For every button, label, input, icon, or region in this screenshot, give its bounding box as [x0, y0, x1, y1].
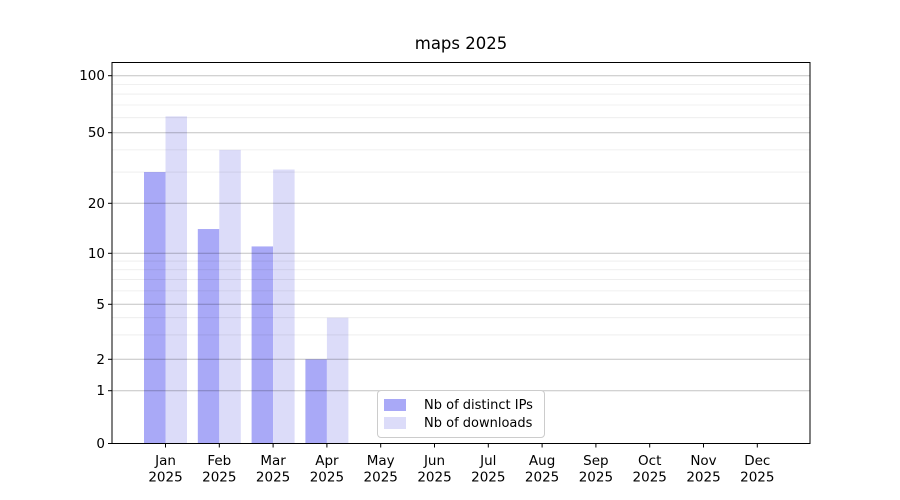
y-tick-label-50: 50 [88, 125, 105, 141]
x-tick-year-jan: 2025 [148, 470, 182, 486]
bar-downloads-jan [165, 116, 187, 444]
x-tick-label-jan: Jan [154, 453, 176, 469]
x-tick-year-feb: 2025 [202, 470, 236, 486]
minor-gridlines [112, 83, 810, 336]
x-tick-year-oct: 2025 [633, 470, 667, 486]
x-tick-label-nov: Nov [690, 453, 716, 469]
x-tick-year-dec: 2025 [740, 470, 774, 486]
x-tick-year-aug: 2025 [525, 470, 559, 486]
legend-swatch-distinct-ips [384, 398, 406, 412]
x-tick-label-may: May [367, 453, 395, 469]
bars-group [144, 116, 349, 444]
x-tick-label-apr: Apr [315, 453, 339, 469]
bar-downloads-feb [219, 149, 241, 444]
bar-downloads-mar [273, 169, 295, 444]
x-tick-year-nov: 2025 [686, 470, 720, 486]
y-tick-label-0: 0 [96, 436, 105, 452]
x-tick-year-jul: 2025 [471, 470, 505, 486]
legend-label-distinct-ips: Nb of distinct IPs [424, 397, 533, 413]
chart-title: maps 2025 [414, 34, 508, 53]
legend-swatch-downloads [384, 416, 406, 430]
y-tick-label-1: 1 [96, 383, 105, 399]
x-tick-label-jul: Jul [479, 453, 496, 469]
x-tick-year-jun: 2025 [417, 470, 451, 486]
legend-item-distinct-ips: Nb of distinct IPs [384, 398, 536, 413]
x-tick-label-dec: Dec [744, 453, 770, 469]
y-tick-label-5: 5 [96, 297, 105, 313]
y-tick-label-2: 2 [96, 352, 105, 368]
x-tick-label-sep: Sep [583, 453, 608, 469]
x-tick-label-feb: Feb [207, 453, 231, 469]
x-axis: Jan2025Feb2025Mar2025Apr2025May2025Jun20… [148, 443, 774, 486]
x-tick-year-may: 2025 [364, 470, 398, 486]
bar-downloads-apr [326, 317, 349, 444]
x-tick-year-mar: 2025 [256, 470, 290, 486]
x-tick-year-apr: 2025 [310, 470, 344, 486]
legend-label-downloads: Nb of downloads [424, 415, 533, 431]
bar-distinct-ips-jan [144, 172, 166, 444]
x-tick-label-oct: Oct [638, 453, 661, 469]
legend-item-downloads: Nb of downloads [384, 416, 536, 431]
y-axis: 0 1 2 5 10 20 50 100 [79, 68, 112, 452]
x-tick-label-jun: Jun [423, 453, 445, 469]
bar-distinct-ips-mar [251, 246, 274, 444]
x-tick-year-sep: 2025 [579, 470, 613, 486]
bar-distinct-ips-feb [197, 229, 220, 444]
x-tick-label-aug: Aug [529, 453, 555, 469]
legend: Nb of distinct IPs Nb of downloads [377, 390, 545, 438]
x-tick-label-mar: Mar [260, 453, 286, 469]
y-tick-label-10: 10 [88, 246, 105, 262]
major-gridlines [112, 75, 810, 392]
y-tick-label-20: 20 [88, 196, 105, 212]
bar-distinct-ips-apr [305, 359, 327, 444]
y-tick-label-100: 100 [79, 68, 105, 84]
